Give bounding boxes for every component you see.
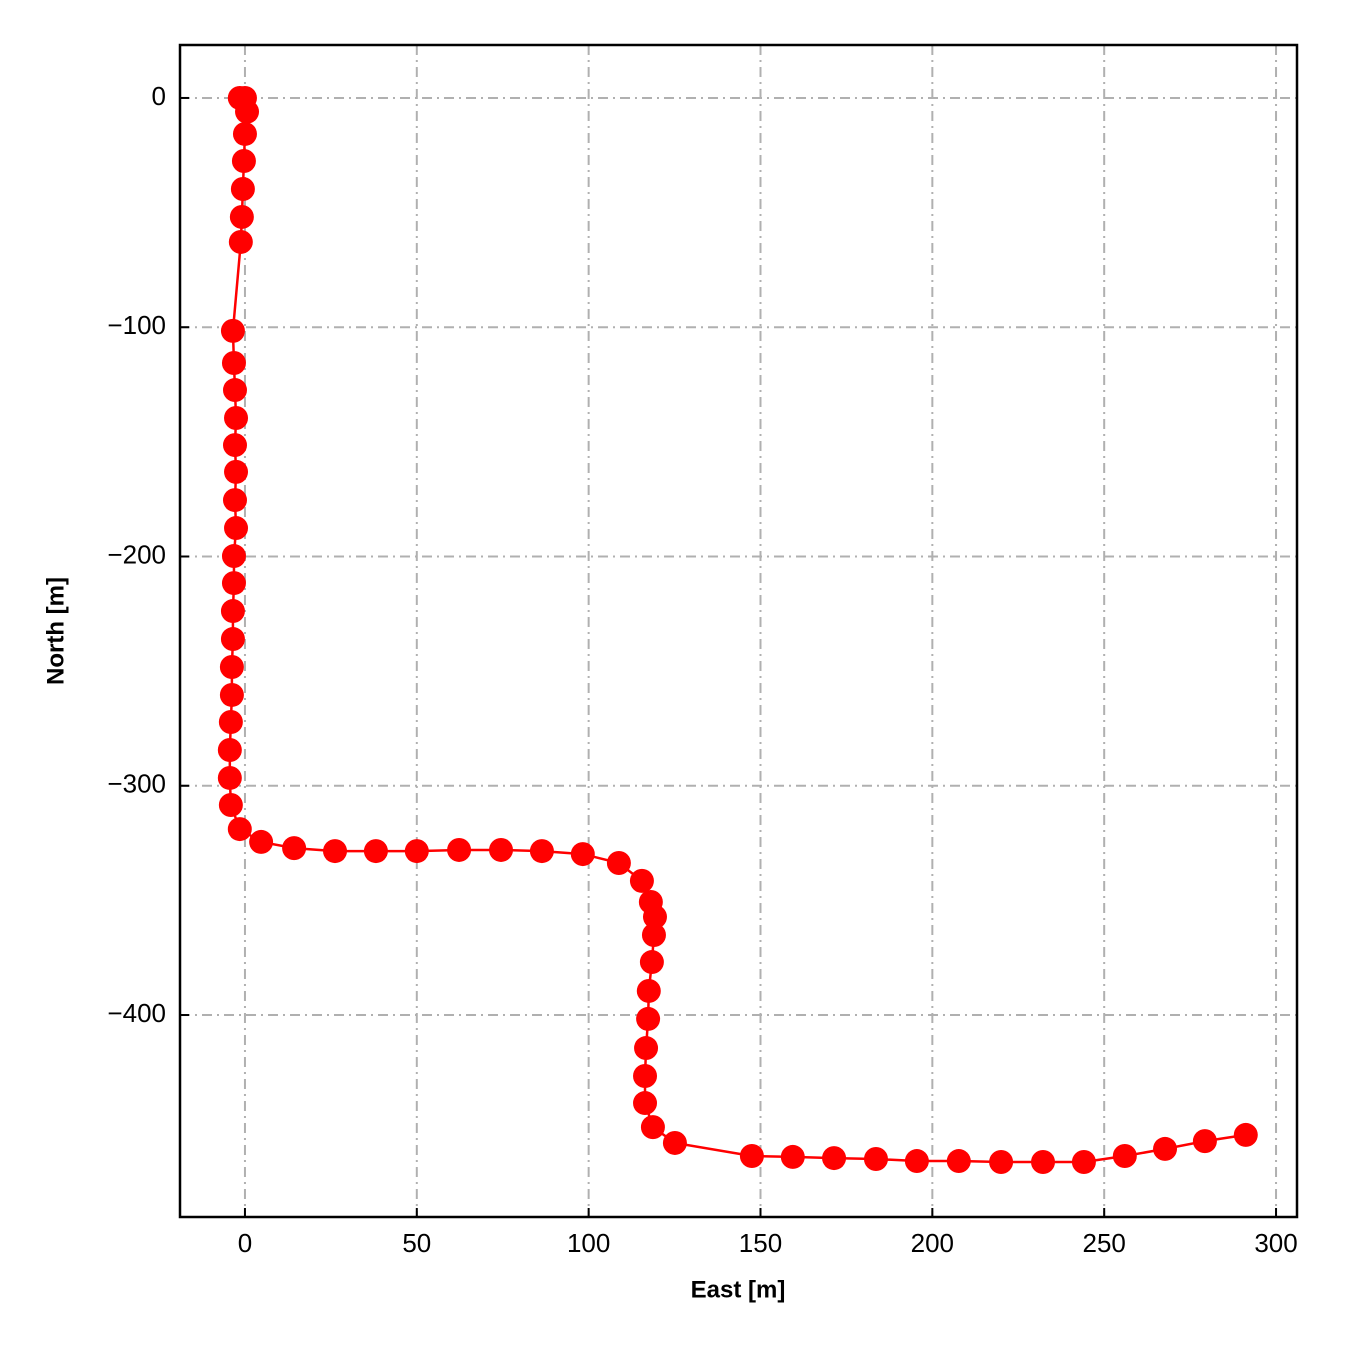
marker xyxy=(404,839,429,864)
marker xyxy=(904,1149,929,1174)
marker xyxy=(220,599,245,624)
marker xyxy=(219,654,244,679)
marker xyxy=(1071,1149,1096,1174)
x-axis-label: East [m] xyxy=(691,1276,786,1303)
marker xyxy=(218,710,243,735)
marker xyxy=(946,1149,971,1174)
marker xyxy=(220,627,245,652)
x-tick-label: 200 xyxy=(911,1228,954,1258)
marker xyxy=(235,99,260,124)
marker xyxy=(1192,1129,1217,1154)
marker xyxy=(220,318,245,343)
x-tick-label: 250 xyxy=(1082,1228,1125,1258)
marker xyxy=(642,904,667,929)
marker xyxy=(222,488,247,513)
marker xyxy=(222,378,247,403)
marker xyxy=(249,829,274,854)
marker xyxy=(227,817,252,842)
marker xyxy=(217,765,242,790)
marker xyxy=(633,1064,658,1089)
marker xyxy=(529,839,554,864)
marker xyxy=(230,176,255,201)
y-tick-label: −300 xyxy=(107,769,166,799)
marker xyxy=(221,350,246,375)
y-tick-label: −200 xyxy=(107,539,166,569)
marker xyxy=(217,737,242,762)
marker xyxy=(662,1130,687,1155)
y-tick-label: −100 xyxy=(107,310,166,340)
marker xyxy=(1112,1144,1137,1169)
marker xyxy=(222,433,247,458)
line xyxy=(228,96,1246,1164)
marker xyxy=(1233,1122,1258,1147)
marker xyxy=(219,682,244,707)
marker xyxy=(822,1146,847,1171)
marker xyxy=(1031,1149,1056,1174)
marker xyxy=(323,839,348,864)
marker xyxy=(218,793,243,818)
marker xyxy=(224,516,249,541)
x-tick-label: 0 xyxy=(238,1228,252,1258)
marker xyxy=(863,1146,888,1171)
marker xyxy=(606,851,631,876)
plot-frame xyxy=(178,43,1299,1219)
x-tick-label: 300 xyxy=(1254,1228,1297,1258)
marker xyxy=(232,121,257,146)
marker xyxy=(282,836,307,861)
marker xyxy=(231,149,256,174)
marker xyxy=(634,1036,659,1061)
x-tick-label: 50 xyxy=(402,1228,431,1258)
x-tick-label: 150 xyxy=(739,1228,782,1258)
marker xyxy=(221,544,246,569)
marker xyxy=(633,1091,658,1116)
marker xyxy=(570,842,595,867)
y-tick-label: 0 xyxy=(152,81,166,111)
marker xyxy=(224,406,249,431)
marker xyxy=(636,978,661,1003)
marker xyxy=(629,868,654,893)
marker xyxy=(489,837,514,862)
marker xyxy=(641,923,666,948)
marker xyxy=(640,1115,665,1140)
y-tick-label: −400 xyxy=(107,998,166,1028)
marker xyxy=(228,229,253,254)
marker xyxy=(229,204,254,229)
x-tick-label: 100 xyxy=(567,1228,610,1258)
marker xyxy=(780,1144,805,1169)
y-axis-label: North [m] xyxy=(42,577,69,685)
marker xyxy=(224,459,249,484)
marker xyxy=(221,571,246,596)
marker xyxy=(363,839,388,864)
marker xyxy=(739,1144,764,1169)
marker xyxy=(989,1149,1014,1174)
marker xyxy=(639,950,664,975)
marker xyxy=(636,1006,661,1031)
marker xyxy=(447,837,472,862)
marker xyxy=(1153,1136,1178,1161)
